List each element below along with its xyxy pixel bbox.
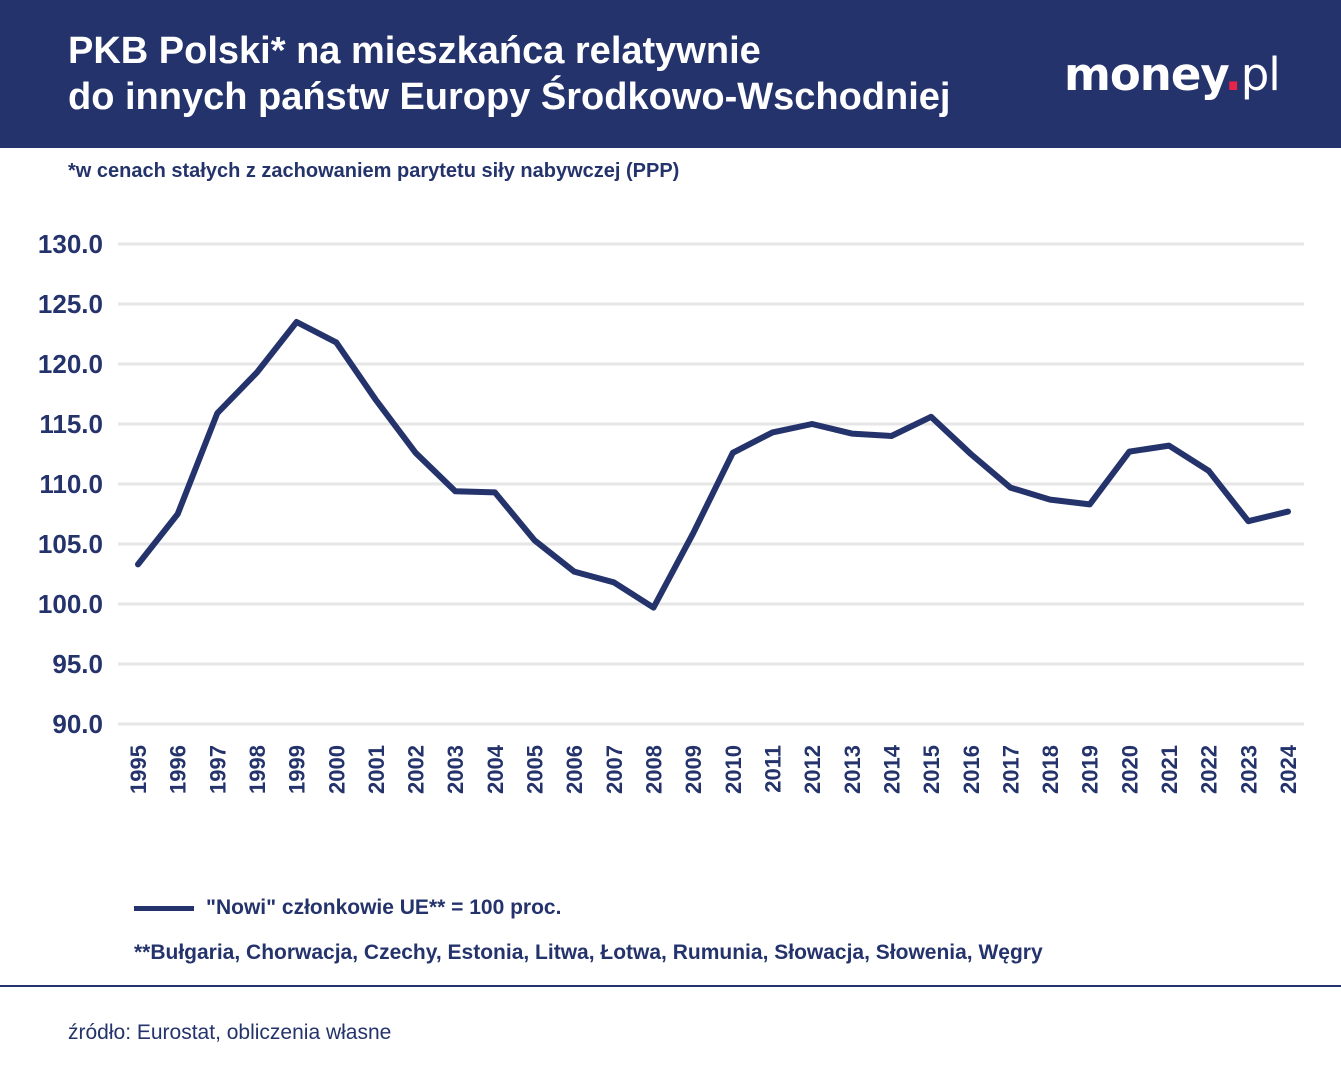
x-tick-label: 2020	[1117, 745, 1142, 794]
data-point	[256, 371, 258, 373]
series-line	[135, 319, 1291, 611]
y-tick-label: 90.0	[52, 709, 103, 739]
data-point	[771, 431, 773, 433]
x-tick-label: 1997	[205, 745, 230, 794]
logo-suffix: pl	[1240, 48, 1281, 101]
x-tick-label: 2008	[642, 745, 667, 794]
data-point	[415, 452, 417, 454]
money-pl-logo: money.pl	[1064, 48, 1281, 104]
x-tick-label: 2005	[523, 745, 548, 794]
data-point	[811, 423, 813, 425]
x-tick-label: 2016	[959, 745, 984, 794]
legend-swatch	[134, 905, 194, 911]
y-tick-label: 100.0	[38, 589, 103, 619]
chart-subtitle: *w cenach stałych z zachowaniem parytetu…	[68, 160, 680, 182]
data-point	[851, 433, 853, 435]
x-tick-label: 2013	[840, 745, 865, 794]
data-point	[1049, 499, 1051, 501]
data-point	[1208, 470, 1210, 472]
data-point	[375, 399, 377, 401]
data-point	[454, 490, 456, 492]
y-tick-label: 120.0	[38, 349, 103, 379]
x-tick-label: 2012	[800, 745, 825, 794]
y-tick-label: 105.0	[38, 529, 103, 559]
chart-title: PKB Polski* na mieszkańca relatywnie do …	[68, 28, 950, 120]
x-tick-label: 2000	[324, 745, 349, 794]
data-point	[137, 563, 139, 565]
data-point	[1128, 451, 1130, 453]
y-tick-label: 125.0	[38, 289, 103, 319]
x-tick-label: 1999	[285, 745, 310, 794]
chart-title-line-2: do innych państw Europy Środkowo-Wschodn…	[68, 76, 951, 118]
line-chart: 130.0 125.0 120.0 115.0 110.0 105.0 100.0 95.0 9…	[38, 229, 1304, 794]
data-point	[573, 571, 575, 573]
x-tick-label: 2019	[1078, 745, 1103, 794]
x-tick-label: 1996	[166, 745, 191, 794]
data-point	[216, 412, 218, 414]
footnote: **Bułgaria, Chorwacja, Czechy, Estonia, …	[134, 941, 1043, 964]
x-tick-label: 2010	[721, 745, 746, 794]
y-axis: 130.0 125.0 120.0 115.0 110.0 105.0 100.0 95.0 9…	[38, 229, 103, 739]
x-tick-label: 2014	[879, 744, 904, 794]
logo-main: money	[1064, 48, 1226, 101]
series-layer	[135, 319, 1291, 611]
data-point	[534, 539, 536, 541]
data-point	[1287, 511, 1289, 513]
data-point	[494, 491, 496, 493]
data-point	[1168, 445, 1170, 447]
x-tick-label: 2003	[443, 745, 468, 794]
y-tick-label: 95.0	[52, 649, 103, 679]
x-tick-label: 2011	[760, 745, 785, 793]
data-point	[613, 581, 615, 583]
legend: "Nowi" członkowie UE** = 100 proc.	[134, 893, 561, 923]
x-tick-label: 2004	[483, 744, 508, 794]
data-point	[1009, 487, 1011, 489]
data-point	[335, 341, 337, 343]
x-tick-label: 2018	[1038, 745, 1063, 794]
x-tick-label: 2017	[998, 745, 1023, 794]
logo-dot: .	[1224, 48, 1242, 101]
y-tick-label: 130.0	[38, 229, 103, 259]
x-tick-label: 2002	[404, 745, 429, 794]
source-note: źródło: Eurostat, obliczenia własne	[68, 1021, 392, 1044]
data-point	[732, 452, 734, 454]
x-tick-label: 2006	[562, 745, 587, 794]
chart-title-line-1: PKB Polski* na mieszkańca relatywnie	[68, 30, 761, 72]
x-tick-label: 2015	[919, 745, 944, 794]
x-tick-label: 2023	[1236, 745, 1261, 794]
data-point	[653, 607, 655, 609]
data-point	[970, 453, 972, 455]
x-tick-label: 2022	[1197, 745, 1222, 794]
data-point	[1247, 520, 1249, 522]
y-tick-label: 115.0	[39, 409, 103, 439]
data-point	[930, 416, 932, 418]
data-point	[692, 532, 694, 534]
data-point	[890, 435, 892, 437]
data-point	[1089, 503, 1091, 505]
x-tick-label: 2021	[1157, 745, 1182, 794]
header-banner: PKB Polski* na mieszkańca relatywnie do …	[0, 0, 1341, 148]
x-tick-label: 2024	[1276, 744, 1301, 794]
x-tick-label: 2007	[602, 745, 627, 794]
x-tick-label: 1998	[245, 745, 270, 794]
x-tick-label: 2009	[681, 745, 706, 794]
divider	[0, 985, 1341, 987]
grid-lines	[118, 242, 1304, 726]
x-axis: 1995 1996 1997 1998 1999 2000 2001 2002 2003 2004…	[126, 744, 1301, 794]
data-point	[177, 513, 179, 515]
y-tick-label: 110.0	[39, 469, 103, 499]
x-tick-label: 2001	[364, 745, 389, 794]
x-tick-label: 1995	[126, 745, 151, 794]
data-point	[296, 321, 298, 323]
legend-label: "Nowi" członkowie UE** = 100 proc.	[206, 896, 562, 919]
